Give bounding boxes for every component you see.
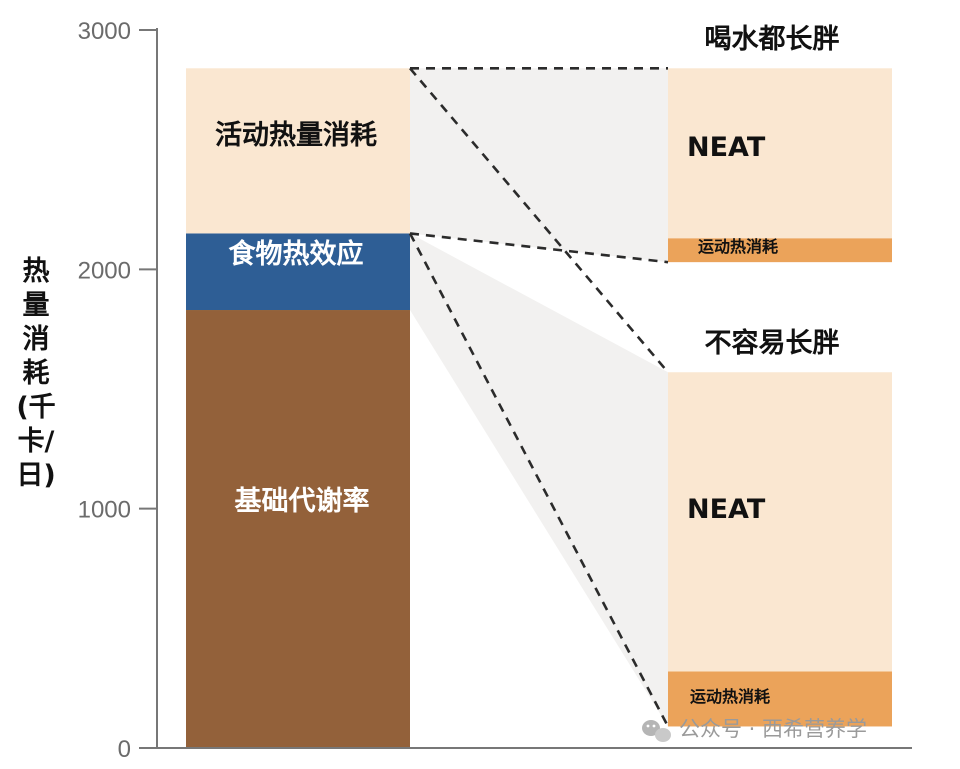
- y-tick-label-0: 0: [118, 736, 131, 763]
- main-bar-segment-1: [186, 233, 410, 311]
- y-axis-label-line-0: 热: [23, 256, 50, 287]
- breakdown-1-label-0: 运动热消耗: [690, 687, 770, 706]
- y-axis-label-line-3: 耗: [23, 358, 50, 389]
- y-axis-label-text: 热量消耗(千卡/日): [16, 256, 55, 491]
- y-axis-label-line-1: 量: [23, 290, 50, 321]
- y-tick-label-2: 2000: [78, 257, 131, 284]
- connector-fan-0: [410, 68, 668, 263]
- y-tick-label-1: 1000: [78, 497, 131, 524]
- breakdown-0-label-0: 运动热消耗: [698, 237, 778, 256]
- wechat-icon: [642, 720, 671, 742]
- main-bar-segment-0: [186, 310, 410, 748]
- y-axis-label-line-4: (千: [16, 392, 55, 423]
- main-bar-label-1: 食物热效应: [229, 238, 364, 270]
- breakdown-1-segment-0: [668, 671, 892, 727]
- breakdown-1-label-1: NEAT: [687, 494, 766, 525]
- connector-dash-3: [408, 232, 670, 728]
- main-bar-label-2: 活动热量消耗: [215, 120, 377, 151]
- connector-dash-1: [409, 67, 669, 374]
- y-axis-label-line-6: 日): [16, 460, 55, 491]
- breakdown-0-segment-0: [668, 238, 892, 263]
- y-tick-label-3: 3000: [78, 18, 131, 45]
- y-axis-label: 热量消耗(千卡/日): [16, 256, 55, 491]
- breakdown-title-0: 喝水都长胖: [705, 24, 840, 55]
- main-bar-segment-2: [186, 68, 410, 234]
- watermark-text: 公众号 · 西希营养学: [679, 717, 867, 741]
- connector-fans: [410, 68, 668, 727]
- breakdown-0-label-1: NEAT: [687, 132, 766, 163]
- breakdown-1-segment-1: [668, 372, 892, 672]
- bars: [186, 68, 892, 748]
- y-axis: 0 1000 2000 3000: [78, 18, 912, 763]
- y-axis-label-line-5: 卡/: [18, 426, 55, 457]
- connector-dash-2: [409, 232, 669, 264]
- breakdown-0-segment-1: [668, 68, 892, 239]
- breakdown-title-1: 不容易长胖: [705, 327, 840, 359]
- watermark: 公众号 · 西希营养学: [642, 717, 867, 742]
- main-bar-label-0: 基础代谢率: [235, 485, 370, 517]
- y-axis-label-line-2: 消: [23, 324, 50, 355]
- connector-lines: [408, 66, 670, 728]
